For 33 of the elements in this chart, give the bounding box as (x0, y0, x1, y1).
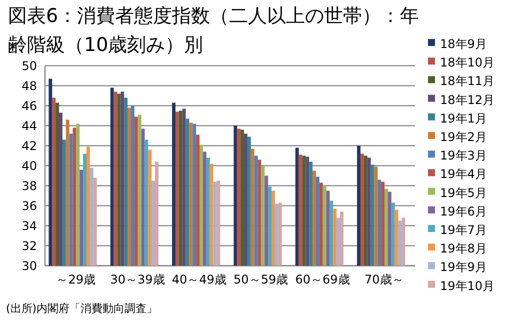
x-tick-label: ～29歳 (56, 272, 96, 287)
legend-label: 19年4月 (440, 167, 487, 182)
legend-label: 19年3月 (440, 148, 487, 163)
x-tick-label: 30～39歳 (110, 272, 165, 287)
y-tick-label: 46 (22, 99, 37, 114)
y-tick-label: 48 (22, 79, 37, 94)
legend-label: 19年6月 (440, 204, 487, 218)
y-tick-label: 50 (22, 59, 37, 74)
y-tick-label: 38 (22, 179, 37, 194)
x-tick-label: 70歳～ (364, 272, 404, 287)
legend-label: 19年5月 (440, 186, 487, 200)
x-tick-label: 40～49歳 (172, 272, 226, 287)
y-tick-label: 44 (22, 119, 37, 134)
legend-label: 18年9月 (440, 37, 487, 51)
text: (出所)内閣府「消費動向調査」 (6, 302, 158, 315)
y-tick-label: 42 (22, 139, 37, 154)
legend-label: 19年9月 (440, 260, 487, 274)
legend-label: 18年11月 (440, 74, 495, 88)
legend-label: 18年10月 (440, 56, 495, 70)
x-tick-label: 50～59歳 (234, 272, 288, 287)
y-tick-label: 32 (22, 239, 37, 254)
legend-label: 19年2月 (440, 130, 487, 144)
y-tick-label: 40 (22, 159, 37, 174)
legend-label: 19年7月 (440, 223, 487, 237)
y-tick-label: 36 (22, 199, 37, 214)
legend-label: 18年12月 (440, 92, 495, 107)
chart-title: 図表6：消費者態度指数（二人以上の世帯）：年齢階級（10歳刻み）別 (8, 4, 420, 58)
x-tick-label: 60～69歳 (295, 272, 350, 287)
legend-label: 19年10月 (440, 278, 495, 293)
y-tick-label: 30 (22, 259, 37, 274)
legend-label: 19年1月 (440, 111, 487, 126)
legend-label: 19年8月 (440, 242, 487, 256)
y-tick-label: 34 (22, 219, 37, 234)
